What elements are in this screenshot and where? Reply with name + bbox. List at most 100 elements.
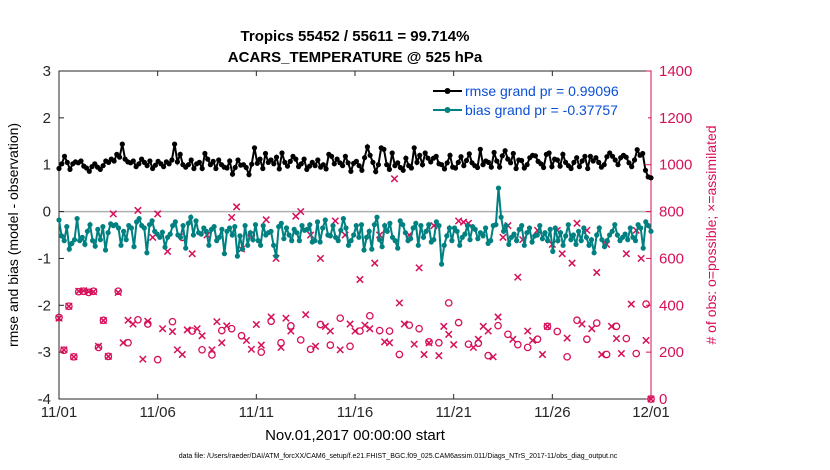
obs-assimilated-point	[218, 339, 226, 347]
rmse-point	[323, 166, 329, 172]
obs-assimilated-point	[523, 327, 532, 335]
rmse-point	[568, 165, 574, 172]
obs-assimilated-point	[484, 327, 492, 335]
obs-assimilated-stroke	[277, 343, 285, 352]
rmse-point	[582, 153, 588, 159]
bias-point	[607, 232, 613, 238]
bias-point	[400, 222, 406, 228]
rmse-point	[634, 147, 640, 153]
obs-assimilated-point	[494, 313, 502, 321]
rmse-point	[455, 159, 461, 165]
obs-possible-point	[65, 302, 73, 311]
bias-point	[216, 234, 222, 240]
obs-assimilated-point	[415, 264, 423, 272]
obs-assimilated-stroke	[104, 352, 113, 361]
rmse-point	[601, 162, 607, 168]
bias-point	[408, 236, 414, 242]
obs-assimilated-stroke	[474, 335, 483, 343]
bias-point	[206, 242, 212, 248]
rmse-point	[191, 165, 197, 172]
obs-possible-point	[435, 338, 443, 347]
obs-assimilated-stroke	[109, 210, 117, 218]
bias-point	[232, 224, 238, 230]
obs-assimilated-stroke	[484, 327, 492, 335]
rmse-point	[312, 163, 318, 169]
rmse-point	[293, 156, 299, 162]
obs-assimilated-point	[213, 317, 221, 326]
rmse-point	[273, 154, 280, 160]
obs-assimilated-point	[316, 254, 325, 263]
bias-point	[436, 223, 442, 229]
obs-assimilated-point	[469, 343, 478, 352]
obs-assimilated-stroke	[637, 254, 645, 263]
bias-point	[547, 226, 553, 232]
bias-point	[503, 223, 509, 229]
obs-assimilated-point	[198, 332, 206, 340]
obs-assimilated-stroke	[336, 346, 344, 354]
x-tick-label: 11/26	[534, 404, 570, 421]
rmse-point	[441, 166, 448, 172]
y-right-tick-label: 1000	[659, 157, 692, 174]
bias-point	[327, 233, 333, 239]
bias-point	[397, 218, 403, 224]
bias-point	[488, 238, 494, 244]
obs-possible-point	[592, 319, 601, 327]
obs-assimilated-point	[223, 322, 231, 330]
bias-point	[159, 229, 165, 235]
obs-assimilated-stroke	[627, 300, 635, 308]
rmse-point	[246, 172, 252, 178]
obs-assimilated-stroke	[139, 355, 147, 363]
bias-point	[472, 226, 478, 232]
rmse-point	[130, 158, 136, 164]
rmse-point	[185, 162, 191, 168]
bias-point	[545, 238, 551, 244]
bias-point	[423, 228, 429, 234]
x-tick-label: 12/01	[632, 404, 670, 421]
obs-possible-point	[69, 352, 78, 361]
obs-assimilated-stroke	[153, 210, 162, 218]
rmse-point	[271, 161, 277, 167]
obs-assimilated-stroke	[415, 264, 423, 272]
bias-point	[162, 244, 168, 250]
rmse-point	[210, 158, 216, 164]
rmse-point	[340, 163, 346, 169]
obs-assimilated-point	[129, 320, 137, 328]
bias-point	[614, 232, 621, 238]
rmse-point	[596, 159, 602, 165]
rmse-point	[202, 150, 208, 157]
obs-assimilated-stroke	[247, 345, 256, 354]
obs-assimilated-stroke	[568, 259, 576, 267]
y-axis-left-label: rmse and bias (model - observation)	[5, 123, 21, 347]
bias-point	[563, 233, 569, 239]
bias-point	[426, 222, 432, 228]
bias-point	[340, 216, 346, 222]
obs-assimilated-point	[287, 327, 295, 335]
bias-point	[131, 244, 137, 250]
bias-point	[371, 222, 377, 228]
obs-assimilated-stroke	[55, 314, 63, 322]
bias-point	[539, 236, 546, 242]
bias-point	[118, 242, 124, 248]
obs-possible-point	[306, 345, 315, 354]
obs-assimilated-stroke	[563, 334, 571, 342]
obs-assimilated-stroke	[395, 299, 404, 307]
bias-point	[353, 223, 359, 229]
obs-assimilated-point	[351, 327, 359, 335]
rmse-point	[557, 163, 563, 169]
obs-possible-point	[79, 287, 88, 296]
rmse-point	[519, 157, 525, 164]
bias-point	[648, 228, 654, 234]
rmse-point	[144, 163, 150, 169]
bias-point	[252, 222, 259, 228]
obs-assimilated-stroke	[173, 346, 182, 354]
obs-assimilated-stroke	[70, 353, 78, 361]
bias-point	[185, 220, 191, 226]
obs-assimilated-stroke	[218, 339, 226, 347]
obs-assimilated-stroke	[178, 350, 187, 359]
legend: rmse grand pr = 0.99096 bias grand pr = …	[430, 78, 648, 122]
obs-possible-point	[356, 327, 364, 335]
obs-possible-point	[647, 395, 655, 403]
rmse-point	[342, 153, 348, 159]
obs-assimilated-stroke	[119, 339, 127, 347]
rmse-point	[78, 158, 84, 164]
